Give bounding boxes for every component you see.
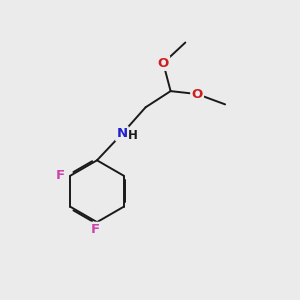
Text: F: F — [91, 223, 100, 236]
Text: F: F — [56, 169, 65, 182]
Text: N: N — [116, 127, 128, 140]
Text: O: O — [158, 57, 169, 70]
Text: H: H — [128, 129, 138, 142]
Text: O: O — [191, 88, 203, 100]
